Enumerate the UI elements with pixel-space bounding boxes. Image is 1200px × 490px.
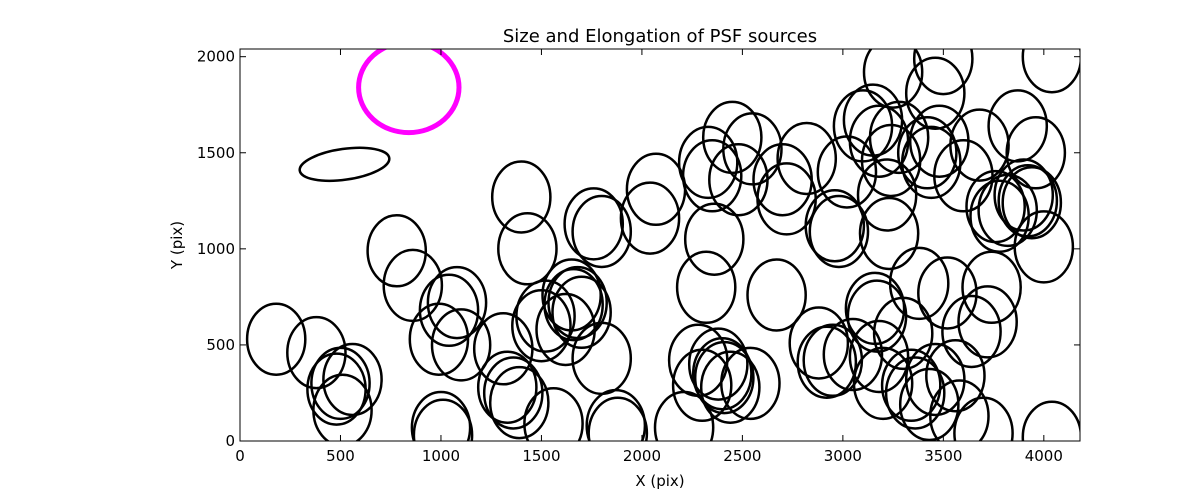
psf-ellipse xyxy=(904,56,966,130)
x-tick-label: 1500 xyxy=(522,447,560,465)
psf-ellipse xyxy=(904,342,966,417)
psf-ellipse xyxy=(822,317,884,392)
psf-ellipse xyxy=(366,214,428,288)
psf-ellipse xyxy=(412,398,474,441)
psf-ellipse xyxy=(482,356,544,430)
psf-ellipse xyxy=(856,158,918,232)
psf-ellipse xyxy=(900,125,962,200)
psf-ellipse xyxy=(957,285,1018,359)
psf-ellipse xyxy=(1001,165,1063,240)
psf-ellipse xyxy=(497,212,558,286)
psf-ellipse xyxy=(898,367,960,441)
psf-ellipse xyxy=(426,265,488,340)
psf-ellipse xyxy=(929,379,990,441)
psf-ellipse xyxy=(587,396,649,441)
psf-ellipse xyxy=(997,164,1059,238)
chart-title: Size and Elongation of PSF sources xyxy=(503,26,817,47)
psf-ellipse xyxy=(852,346,914,421)
x-tick-label: 3500 xyxy=(924,447,962,465)
psf-ellipse xyxy=(571,194,633,269)
y-axis-label: Y (pix) xyxy=(168,221,186,270)
psf-ellipse xyxy=(1021,49,1080,94)
psf-ellipse xyxy=(917,256,978,330)
y-tick-label: 1500 xyxy=(197,144,235,162)
psf-ellipse xyxy=(625,152,687,227)
psf-ellipse xyxy=(746,258,807,332)
psf-ellipse xyxy=(720,346,781,421)
x-tick-label: 1000 xyxy=(422,447,460,465)
psf-ellipse xyxy=(543,267,604,342)
size-reference-circle xyxy=(356,49,462,136)
psf-ellipse xyxy=(1013,210,1075,284)
y-tick-label: 2000 xyxy=(197,48,235,66)
psf-ellipse xyxy=(868,100,930,175)
psf-ellipse xyxy=(511,288,572,363)
axis-ticks: 0 500 1000 1500 2000 2500 3000 3500 4000 0 500 1000… xyxy=(197,48,1080,465)
psf-ellipse xyxy=(961,250,1022,325)
psf-ellipse xyxy=(776,121,838,196)
psf-ellipse xyxy=(585,388,647,441)
psf-ellipse xyxy=(953,396,1014,441)
psf-ellipse xyxy=(490,160,552,234)
psf-ellipse xyxy=(808,194,870,269)
psf-ellipse xyxy=(993,158,1055,232)
psf-ellipse xyxy=(880,348,942,423)
psf-ellipse xyxy=(788,306,850,380)
psf-ellipse xyxy=(675,250,737,325)
psf-ellipse xyxy=(872,296,934,371)
psf-ellipse xyxy=(410,390,472,441)
psf-ellipse xyxy=(476,350,538,424)
x-tick-label: 2500 xyxy=(723,447,761,465)
psf-ellipse xyxy=(804,189,866,263)
psf-ellipse xyxy=(687,327,749,401)
psf-ellipse xyxy=(619,181,681,255)
psf-ellipse xyxy=(312,373,373,441)
psf-ellipse xyxy=(523,386,584,441)
psf-ellipse xyxy=(245,302,307,376)
psf-ellipse xyxy=(1021,400,1080,441)
psf-ellipse xyxy=(681,139,743,213)
plot-area xyxy=(245,49,1080,441)
psf-ellipse xyxy=(691,336,753,411)
y-tick-label: 500 xyxy=(206,336,235,354)
x-tick-label: 4000 xyxy=(1025,447,1063,465)
psf-ellipse xyxy=(941,294,1002,369)
psf-ellipse xyxy=(693,340,755,415)
axes-frame xyxy=(239,48,1081,442)
psf-ellipse xyxy=(888,246,950,321)
y-tick-label: 1000 xyxy=(197,240,235,258)
psf-ellipse xyxy=(884,356,946,430)
psf-ellipse xyxy=(683,202,745,276)
elongation-reference-ellipse xyxy=(298,146,391,183)
psf-ellipse xyxy=(418,273,480,348)
y-tick-label: 0 xyxy=(225,432,235,450)
psf-ellipse xyxy=(286,315,347,390)
psf-ellipse xyxy=(848,319,910,394)
x-tick-label: 3000 xyxy=(824,447,862,465)
x-tick-label: 500 xyxy=(326,447,355,465)
psf-ellipse xyxy=(430,308,492,382)
psf-ellipse xyxy=(862,49,924,109)
x-tick-label: 0 xyxy=(235,447,245,465)
psf-ellipse xyxy=(1005,116,1067,190)
psf-ellipse xyxy=(722,112,783,186)
x-tick-label: 2000 xyxy=(623,447,661,465)
psf-ellipse xyxy=(677,125,739,200)
psf-ellipse xyxy=(322,342,383,417)
psf-ellipse xyxy=(912,49,974,96)
psf-ellipse xyxy=(551,275,612,350)
psf-ellipse xyxy=(488,365,550,440)
x-axis-label: X (pix) xyxy=(635,472,684,490)
psf-ellipse xyxy=(925,338,986,413)
psf-ellipse xyxy=(858,196,920,271)
psf-ellipse xyxy=(699,350,761,424)
psf-ellipse xyxy=(896,116,958,190)
psf-ellipse xyxy=(408,302,470,376)
psf-ellipse xyxy=(563,187,625,261)
